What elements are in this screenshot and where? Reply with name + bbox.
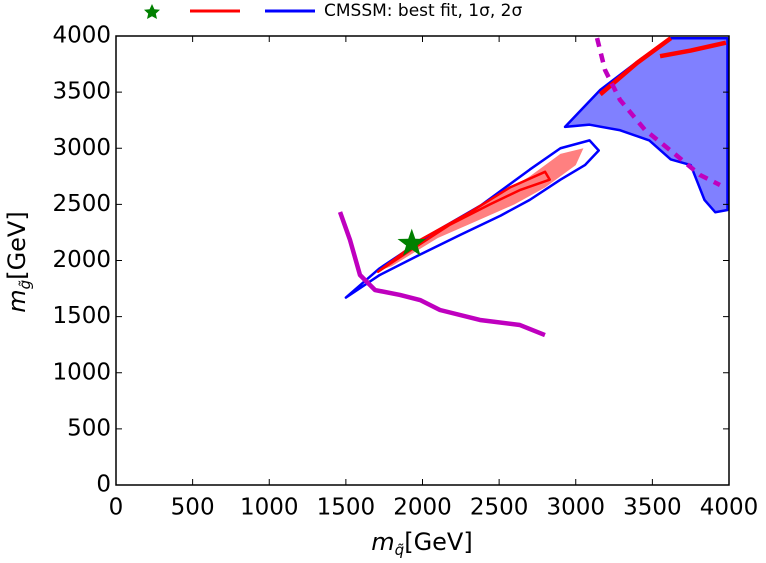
x-tick-label: 2000 — [393, 495, 452, 521]
x-label-unit: [GeV] — [404, 528, 473, 556]
x-axis-label: mq̃[GeV] — [371, 528, 472, 559]
y-tick-label: 500 — [67, 415, 111, 441]
y-label-unit: [GeV] — [3, 211, 31, 280]
x-tick-label: 500 — [171, 495, 215, 521]
legend: CMSSM: best fit, 1σ, 2σ — [144, 1, 522, 21]
y-tick-label: 4000 — [52, 23, 111, 49]
y-tick-label: 3500 — [52, 79, 111, 105]
region — [376, 170, 551, 273]
legend-star — [144, 4, 160, 19]
x-tick-label: 1500 — [317, 495, 376, 521]
line — [337, 211, 546, 338]
x-tick-label: 3500 — [623, 495, 682, 521]
y-tick-label: 3000 — [52, 135, 111, 161]
y-label-symbol: m — [3, 289, 31, 312]
y-label-subscript: g̃ — [16, 280, 34, 290]
x-tick-label: 0 — [109, 495, 124, 521]
best-fit-star — [397, 228, 427, 256]
x-tick-label: 1000 — [240, 495, 299, 521]
y-tick-label: 2500 — [52, 191, 111, 217]
plot-area — [337, 36, 729, 338]
y-tick-label: 2000 — [52, 247, 111, 273]
y-tick-label: 1500 — [52, 303, 111, 329]
y-axis-label: mg̃[GeV] — [3, 211, 34, 312]
line — [594, 37, 721, 187]
region — [563, 36, 729, 214]
x-label-subscript: q̃ — [395, 541, 405, 559]
y-tick-label: 1000 — [52, 359, 111, 385]
x-tick-label: 2500 — [470, 495, 529, 521]
x-tick-label: 4000 — [700, 495, 759, 521]
y-tick-label: 0 — [96, 472, 111, 498]
x-label-symbol: m — [371, 528, 394, 556]
legend-label: CMSSM: best fit, 1σ, 2σ — [324, 1, 522, 21]
x-tick-label: 3000 — [546, 495, 605, 521]
